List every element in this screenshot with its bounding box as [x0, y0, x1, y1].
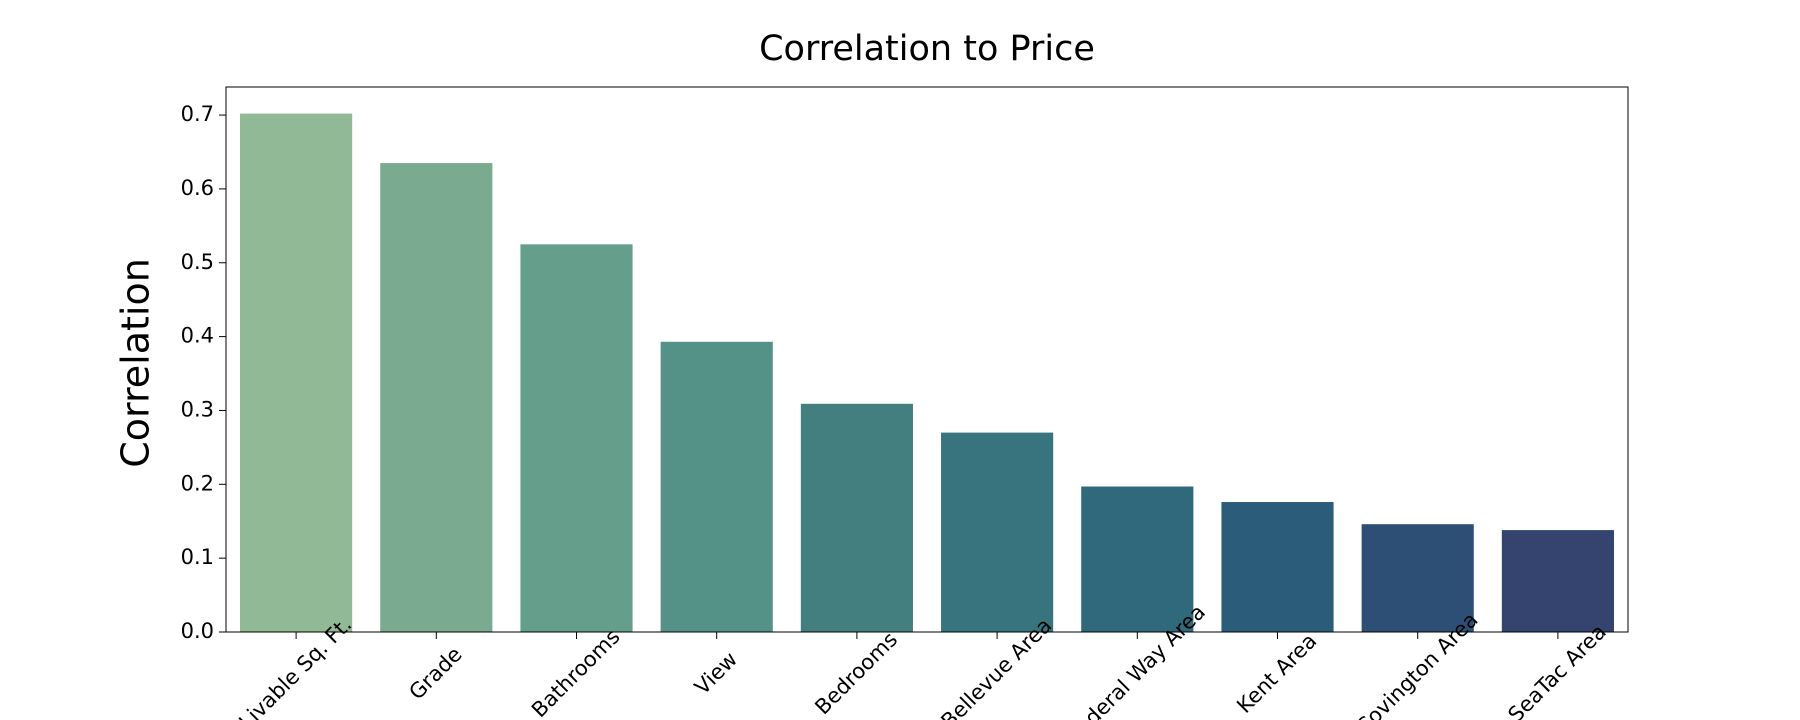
x-tick-label: Bedrooms	[810, 627, 902, 719]
y-tick-label: 0.2	[181, 471, 214, 495]
chart-title: Correlation to Price	[759, 29, 1095, 69]
bar	[240, 113, 353, 632]
x-tick-label: Kent Area	[1232, 629, 1321, 718]
y-tick-label: 0.4	[181, 324, 214, 348]
bar	[520, 244, 633, 632]
bar	[1081, 486, 1194, 632]
y-tick-label: 0.1	[181, 545, 214, 569]
y-tick-label: 0.6	[181, 176, 214, 200]
y-axis-label: Correlation	[114, 258, 158, 468]
bar	[660, 341, 773, 632]
y-tick-label: 0.0	[181, 619, 214, 643]
bar	[1361, 524, 1474, 632]
bar	[380, 163, 493, 632]
bar	[800, 403, 913, 632]
y-tick-label: 0.5	[181, 250, 214, 274]
y-tick-label: 0.3	[181, 397, 214, 421]
x-tick-label: SeaTac Area	[1503, 620, 1610, 720]
bar	[941, 432, 1054, 632]
bar	[1501, 530, 1614, 632]
x-tick-label: View	[690, 647, 742, 699]
x-tick-label: Grade	[404, 642, 466, 704]
x-tick-label: Bathrooms	[527, 624, 625, 720]
y-tick-label: 0.7	[181, 102, 214, 126]
plot-frame	[225, 86, 1629, 633]
bar	[1221, 502, 1334, 632]
